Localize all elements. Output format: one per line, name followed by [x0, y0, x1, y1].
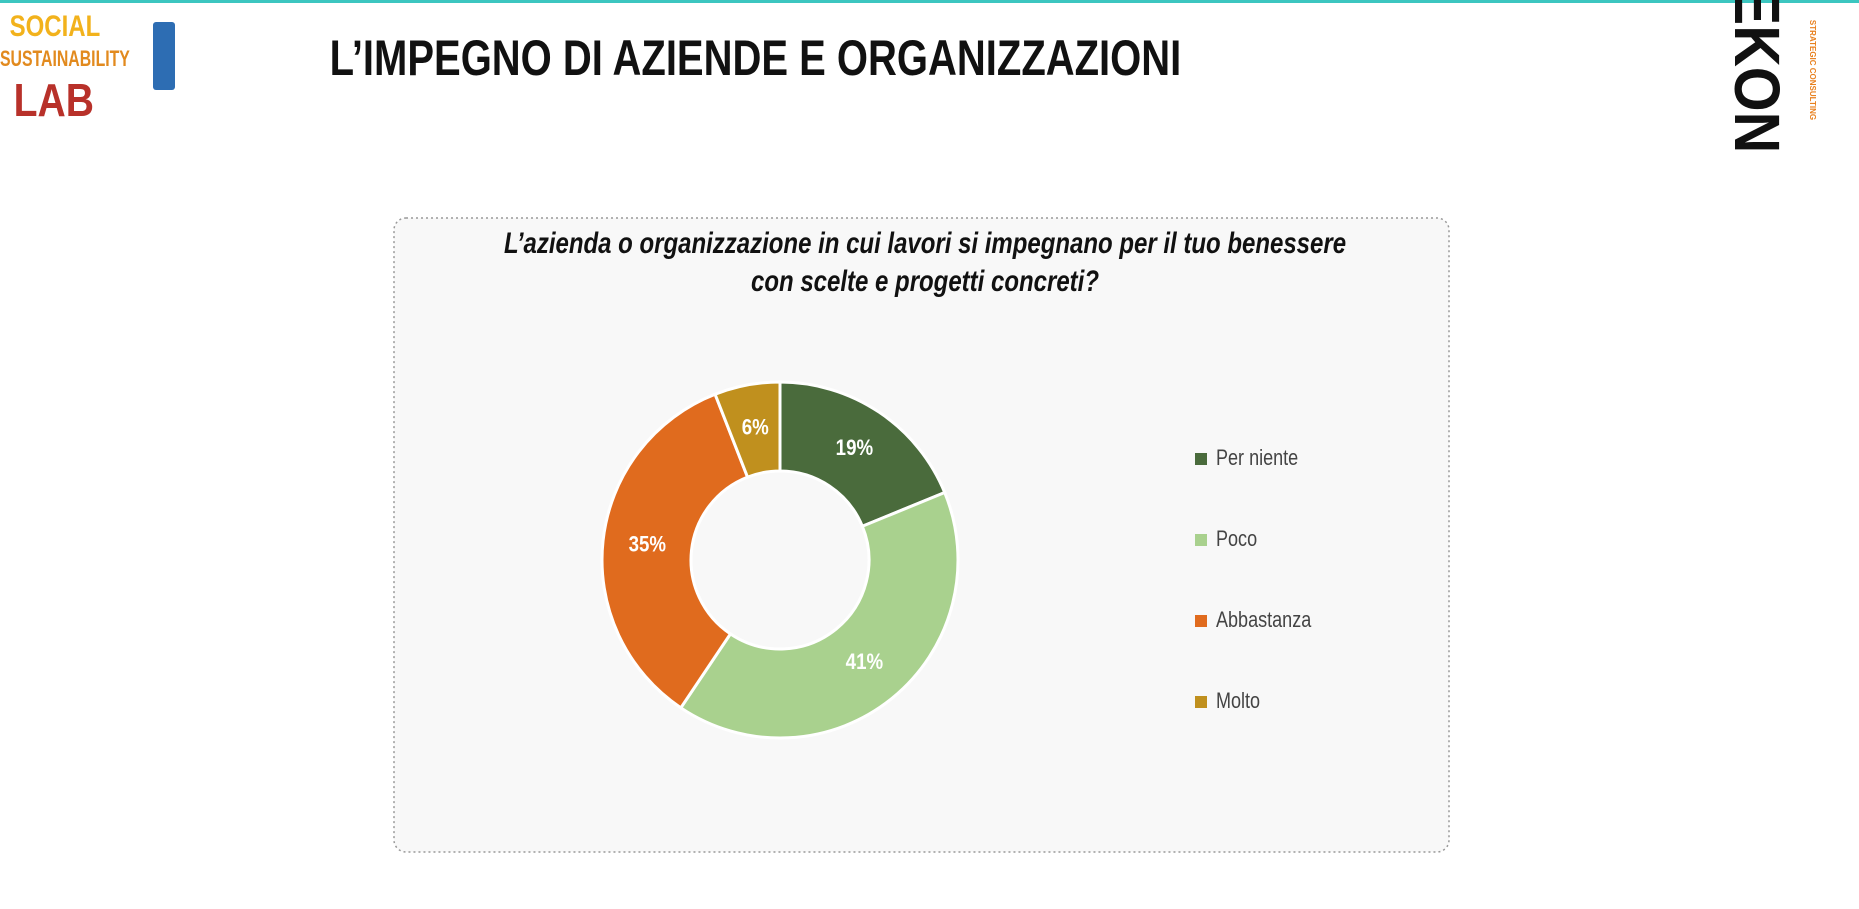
legend-swatch	[1195, 696, 1207, 708]
chart-title: con scelte e progetti concreti?	[751, 263, 1099, 297]
logo-bar	[153, 22, 175, 90]
donut-slice	[600, 392, 750, 710]
data-label: 41%	[846, 651, 883, 675]
top-line	[0, 0, 1859, 3]
logo-text: SOCIAL	[10, 8, 101, 42]
legend-swatch	[1195, 534, 1207, 546]
left-logo: SOCIAL SUSTAINABILITY LAB	[0, 8, 175, 127]
logo-text: SUSTAINABILITY	[0, 47, 130, 71]
donut-slice	[678, 490, 960, 740]
data-label: 19%	[836, 437, 873, 461]
legend-label: Per niente	[1216, 446, 1298, 470]
legend-label: Abbastanza	[1216, 608, 1312, 632]
legend-label: Molto	[1216, 689, 1260, 713]
page-title: L’IMPEGNO DI AZIENDE E ORGANIZZAZIONI	[330, 30, 1182, 86]
data-label: 35%	[629, 533, 666, 557]
legend-swatch	[1195, 615, 1207, 627]
chart: L’azienda o organizzazione in cui lavori…	[504, 225, 1346, 740]
data-label: 6%	[742, 416, 769, 440]
legend-swatch	[1195, 453, 1207, 465]
brand-name: EKON	[1721, 0, 1792, 153]
brand-tagline: STRATEGIC CONSULTING	[1808, 20, 1817, 120]
donut-slice	[778, 380, 947, 529]
chart-title: L’azienda o organizzazione in cui lavori…	[504, 225, 1346, 259]
donut-slice	[713, 380, 782, 480]
right-logo: EKON STRATEGIC CONSULTING	[1721, 0, 1816, 153]
logo-text: LAB	[14, 75, 94, 127]
legend-label: Poco	[1216, 527, 1257, 551]
